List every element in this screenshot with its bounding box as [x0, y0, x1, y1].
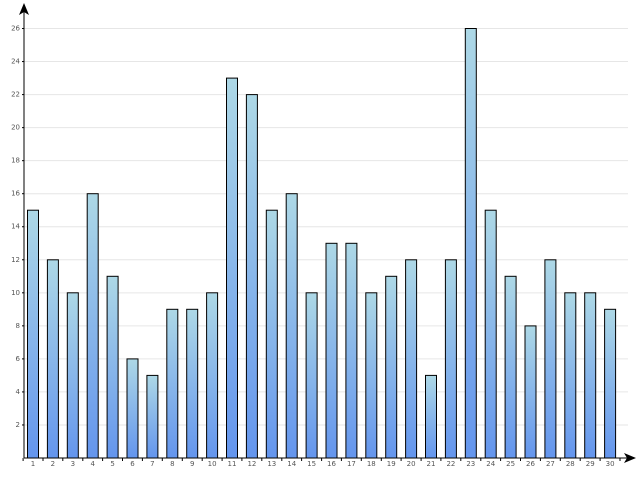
bar: [206, 292, 219, 459]
x-tick-label: 25: [506, 460, 515, 468]
x-axis-arrow-icon: [624, 453, 636, 463]
bar: [245, 94, 258, 459]
y-tick-label: 20: [11, 124, 20, 132]
x-tick-label: 24: [486, 460, 495, 468]
bar: [444, 259, 457, 459]
bar: [524, 325, 537, 459]
x-tick-label: 29: [586, 460, 595, 468]
x-tick-label: 21: [427, 460, 436, 468]
x-tick-label: 23: [466, 460, 475, 468]
x-tick-label: 28: [566, 460, 575, 468]
axes: [19, 3, 636, 463]
bar: [385, 275, 398, 459]
bar: [544, 259, 557, 459]
bar: [27, 209, 39, 459]
x-tick-label: 20: [407, 460, 416, 468]
bar: [106, 275, 119, 459]
y-tick-label: 16: [11, 190, 20, 198]
bar: [325, 242, 338, 459]
x-tick-label: 4: [90, 460, 95, 468]
y-tick-label: 8: [16, 322, 20, 330]
bar: [425, 374, 437, 459]
x-tick-label: 11: [228, 460, 237, 468]
bar: [66, 292, 79, 459]
bar: [265, 209, 278, 459]
x-tick-label: 12: [247, 460, 256, 468]
x-tick-label: 8: [170, 460, 174, 468]
y-tick-label: 2: [16, 421, 20, 429]
y-tick-label: 4: [16, 388, 21, 396]
x-tick-label: 6: [130, 460, 135, 468]
bar: [464, 28, 477, 459]
y-tick-label: 10: [11, 289, 20, 297]
x-tick-label: 18: [367, 460, 376, 468]
x-tick-label: 1: [31, 460, 35, 468]
bar: [46, 259, 59, 459]
x-tick-label: 2: [51, 460, 55, 468]
x-tick-label: 9: [190, 460, 194, 468]
x-tick-label: 14: [287, 460, 296, 468]
x-tick-label: 7: [150, 460, 154, 468]
x-tick-label: 30: [606, 460, 615, 468]
y-tick-label: 12: [11, 256, 20, 264]
bar: [484, 209, 497, 459]
y-tick-label: 22: [11, 91, 20, 99]
y-tick-label: 6: [16, 355, 21, 363]
bar: [226, 77, 238, 459]
x-tick-label: 10: [208, 460, 217, 468]
y-axis-arrow-icon: [19, 3, 29, 15]
bar: [604, 308, 617, 459]
x-tick-label: 17: [347, 460, 356, 468]
bar: [345, 242, 358, 459]
x-tick-label: 26: [526, 460, 535, 468]
x-tick-labels: 1 2 3 4 5 6 7 8 9 10 11 12 13 14 15 16 17 18 19 20 21 22 23 24 2…: [31, 460, 615, 468]
y-tick-label: 26: [11, 25, 20, 33]
bar: [305, 292, 318, 459]
x-tick-label: 5: [110, 460, 114, 468]
x-tick-label: 3: [71, 460, 75, 468]
bar: [146, 374, 159, 459]
bars: [27, 28, 617, 459]
y-tick-label: 14: [11, 223, 20, 231]
bar: [186, 308, 199, 459]
y-tick-label: 18: [11, 157, 20, 165]
x-tick-label: 13: [267, 460, 276, 468]
bar: [405, 259, 418, 459]
bar: [166, 308, 179, 459]
bar: [504, 275, 517, 459]
y-tick-label: 24: [11, 58, 20, 66]
x-tick-label: 16: [327, 460, 336, 468]
bar: [285, 193, 298, 459]
bar: [564, 292, 577, 459]
bar: [126, 358, 139, 459]
x-tick-label: 19: [387, 460, 396, 468]
bar: [584, 292, 597, 459]
x-tick-label: 15: [307, 460, 316, 468]
bar: [86, 193, 99, 459]
x-tick-label: 27: [546, 460, 555, 468]
bar: [365, 292, 378, 459]
x-tick-label: 22: [446, 460, 455, 468]
